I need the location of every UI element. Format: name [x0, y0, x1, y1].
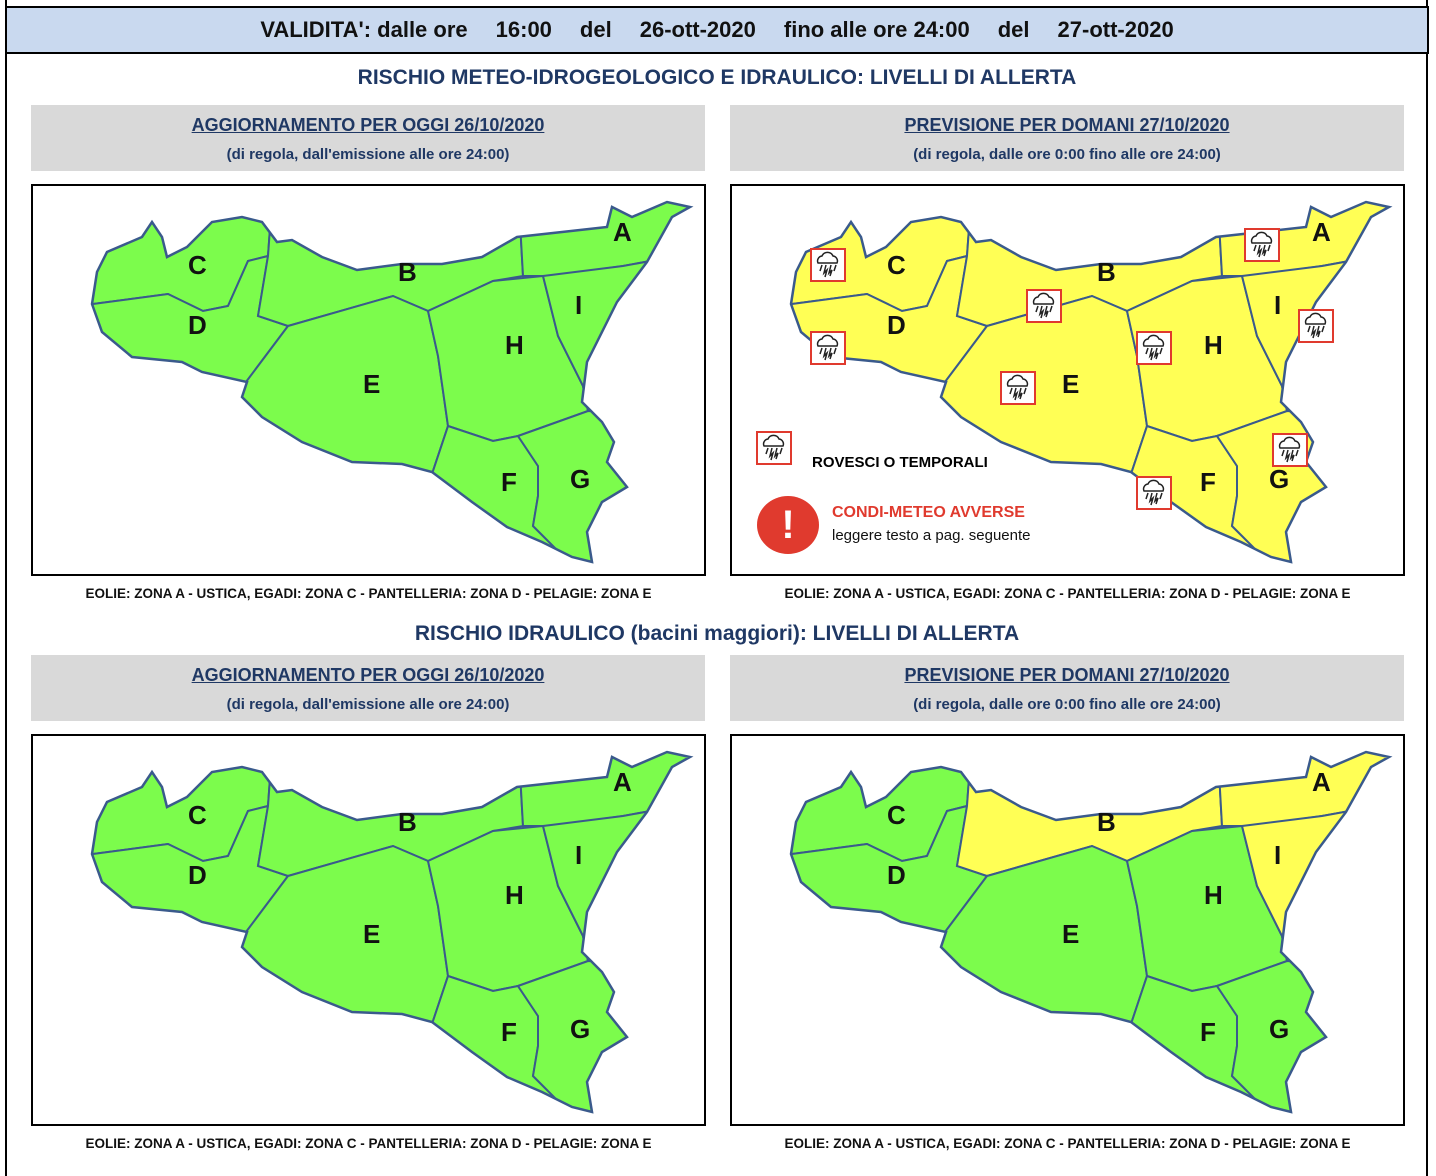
zone-label: G	[1269, 1014, 1289, 1044]
legend-thunderstorm-icon	[756, 431, 792, 465]
zone-label: I	[575, 840, 582, 870]
zone-label: D	[188, 860, 207, 890]
zone-label: I	[1274, 290, 1281, 320]
zone-label: F	[501, 1017, 517, 1047]
zone-label: C	[188, 800, 207, 830]
zone-label: A	[1312, 767, 1331, 797]
zone-label: E	[1062, 369, 1079, 399]
map-svg: A B CD E F G H I	[789, 750, 1393, 1114]
validity-del: del	[997, 17, 1030, 42]
thunderstorm-icon	[1244, 228, 1280, 262]
zone-label: H	[505, 330, 524, 360]
panel-title: PREVISIONE PER DOMANI 27/10/2020	[904, 665, 1230, 685]
validity-bar: VALIDITA': dalle ore 16:00 del 26-ott-20…	[5, 6, 1429, 54]
zone-label: H	[1204, 880, 1223, 910]
validity-to-date: 27-ott-2020	[1057, 17, 1174, 42]
zone-label: A	[1312, 217, 1331, 247]
section-title: RISCHIO IDRAULICO (bacini maggiori): LIV…	[414, 622, 1020, 645]
thunderstorm-icon	[1136, 476, 1172, 510]
panel-title: AGGIORNAMENTO PER OGGI 26/10/2020	[191, 665, 545, 685]
zone-label: C	[887, 250, 906, 280]
sicily-outline	[789, 750, 1393, 1114]
panel-header: AGGIORNAMENTO PER OGGI 26/10/2020 (di reg…	[31, 105, 705, 171]
validity-from-time: 16:00	[495, 17, 552, 42]
validity-from-date: 26-ott-2020	[639, 17, 756, 42]
islands-note: EOLIE: ZONA A - USTICA, EGADI: ZONA C - …	[784, 1136, 1351, 1151]
zone-label: C	[887, 800, 906, 830]
zone-label: C	[188, 250, 207, 280]
zone-label: D	[887, 310, 906, 340]
zone-label: B	[1097, 807, 1116, 837]
map-svg: A B CD E F G H I	[789, 200, 1393, 564]
exclamation-icon: !	[757, 496, 819, 554]
map-svg: A B CD E F G H I	[90, 200, 694, 564]
zone-label: I	[575, 290, 582, 320]
panel-header: PREVISIONE PER DOMANI 27/10/2020 (di rego…	[730, 105, 1404, 171]
panel-subtitle: (di regola, dalle ore 0:00 fino alle ore…	[913, 696, 1221, 713]
panel-subtitle: (di regola, dalle ore 0:00 fino alle ore…	[913, 146, 1221, 163]
zone-label: D	[188, 310, 207, 340]
sicily-outline	[90, 200, 694, 564]
alert-subtitle: leggere testo a pag. seguente	[832, 527, 1031, 544]
islands-note: EOLIE: ZONA A - USTICA, EGADI: ZONA C - …	[85, 586, 652, 601]
zone-label: A	[613, 767, 632, 797]
zone-label: G	[1269, 464, 1289, 494]
sicily-outline	[789, 200, 1393, 564]
zone-a	[516, 752, 690, 827]
thunderstorm-icon	[1272, 433, 1308, 467]
zone-label: B	[398, 807, 417, 837]
legend-storm-label: ROVESCI O TEMPORALI	[812, 454, 988, 471]
page-frame	[5, 0, 1428, 1176]
zone-label: H	[1204, 330, 1223, 360]
zone-label: I	[1274, 840, 1281, 870]
panel-subtitle: (di regola, dall'emissione alle ore 24:0…	[226, 146, 510, 163]
validity-label: VALIDITA': dalle ore	[260, 17, 468, 42]
thunderstorm-icon	[1026, 289, 1062, 323]
zone-label: G	[570, 464, 590, 494]
panel-title: AGGIORNAMENTO PER OGGI 26/10/2020	[191, 115, 545, 135]
panel-header: AGGIORNAMENTO PER OGGI 26/10/2020 (di reg…	[31, 655, 705, 721]
sicily-outline	[90, 750, 694, 1114]
islands-note: EOLIE: ZONA A - USTICA, EGADI: ZONA C - …	[784, 586, 1351, 601]
thunderstorm-icon	[1136, 331, 1172, 365]
thunderstorm-icon	[1000, 371, 1036, 405]
thunderstorm-icon	[810, 248, 846, 282]
map-svg: A B CD E F G H I	[90, 750, 694, 1114]
panel-header: PREVISIONE PER DOMANI 27/10/2020 (di rego…	[730, 655, 1404, 721]
zone-label: F	[501, 467, 517, 497]
thunderstorm-icon	[1298, 309, 1334, 343]
zone-label: H	[505, 880, 524, 910]
zone-label: A	[613, 217, 632, 247]
zone-label: E	[363, 919, 380, 949]
zone-label: F	[1200, 1017, 1216, 1047]
validity-until: fino alle ore 24:00	[783, 17, 970, 42]
zone-a	[516, 202, 690, 277]
zone-label: F	[1200, 467, 1216, 497]
zone-label: G	[570, 1014, 590, 1044]
zone-a	[1215, 752, 1389, 827]
islands-note: EOLIE: ZONA A - USTICA, EGADI: ZONA C - …	[85, 1136, 652, 1151]
zone-label: E	[1062, 919, 1079, 949]
section-title: RISCHIO METEO-IDROGEOLOGICO E IDRAULICO:…	[357, 66, 1077, 89]
panel-subtitle: (di regola, dall'emissione alle ore 24:0…	[226, 696, 510, 713]
sicily-alert-map: A B C D E F G H I ROVESCI O TEMPORALI! CONDI-METEO…	[730, 184, 1405, 576]
thunderstorm-icon	[810, 331, 846, 365]
alert-title: CONDI-METEO AVVERSE	[832, 504, 1025, 521]
zone-label: D	[887, 860, 906, 890]
zone-label: B	[1097, 257, 1116, 287]
zone-label: E	[363, 369, 380, 399]
validity-del: del	[579, 17, 612, 42]
panel-title: PREVISIONE PER DOMANI 27/10/2020	[904, 115, 1230, 135]
zone-label: B	[398, 257, 417, 287]
